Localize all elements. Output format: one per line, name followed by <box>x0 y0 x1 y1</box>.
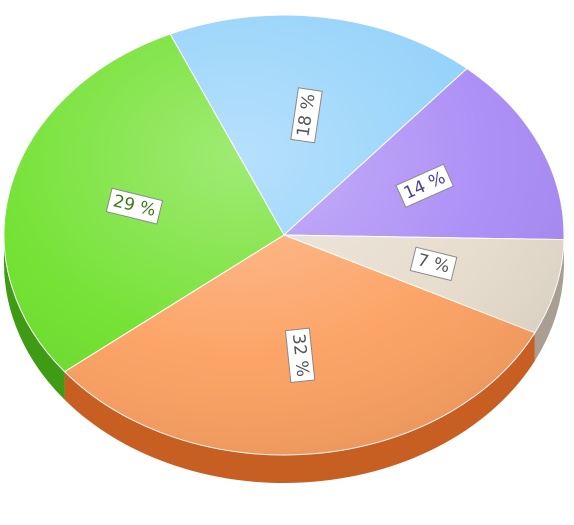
slice-label-box <box>395 163 454 208</box>
slice-side-2 <box>534 239 564 361</box>
slice-side-3 <box>64 332 535 484</box>
slice-label-box <box>105 187 164 225</box>
pie-slices <box>3 14 565 456</box>
slice-label-box <box>290 87 323 144</box>
pie-shine <box>4 15 564 455</box>
slice-side-4 <box>4 235 65 400</box>
slice-label-3: 32 % <box>284 327 316 383</box>
slice-label-box <box>284 327 316 383</box>
slice-label-box <box>409 246 458 282</box>
slice-label-0: 18 % <box>290 87 323 144</box>
slice-label-2: 7 % <box>409 246 458 282</box>
slice-label-text: 32 % <box>288 333 312 378</box>
